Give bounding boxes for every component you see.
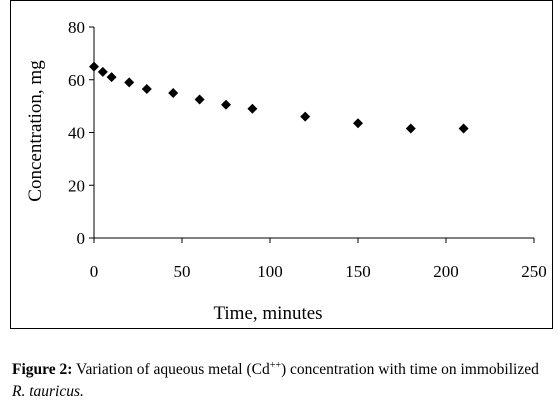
ticks	[89, 26, 535, 243]
data-point	[405, 123, 416, 134]
scatter-plot: 0 20 40 60 80 0 50 100 150 200 250 Time, minutes C…	[25, 18, 547, 324]
y-axis-label: Concentration, mg	[25, 60, 46, 202]
x-tick-label: 100	[257, 262, 283, 281]
data-point	[247, 103, 258, 114]
caption-species: R. tauricus.	[12, 383, 84, 400]
axes	[93, 27, 534, 239]
figure-caption: Figure 2: Variation of aqueous metal (Cd…	[12, 359, 552, 403]
data-points	[89, 61, 469, 134]
x-tick-label: 0	[90, 262, 99, 281]
y-tick-label: 40	[68, 124, 85, 143]
data-point	[141, 83, 152, 94]
x-axis-label: Time, minutes	[213, 303, 322, 324]
data-point	[89, 61, 99, 72]
data-point	[97, 66, 108, 77]
y-tick-label: 80	[68, 18, 85, 37]
chart-frame: 0 20 40 60 80 0 50 100 150 200 250 Time, minutes C…	[10, 0, 553, 329]
data-point	[221, 99, 231, 110]
caption-text-before: Variation of aqueous metal (Cd	[72, 361, 270, 378]
data-point	[168, 87, 179, 98]
data-point	[300, 111, 311, 122]
y-tick-label: 0	[77, 229, 86, 248]
caption-superscript: ++	[269, 359, 281, 371]
data-point	[124, 77, 135, 88]
caption-label: Figure 2:	[12, 361, 73, 378]
x-tick-label: 50	[174, 262, 191, 281]
x-tick-label: 250	[521, 262, 547, 281]
data-point	[194, 94, 205, 105]
y-tick-label: 20	[68, 176, 85, 195]
x-tick-label: 150	[345, 262, 371, 281]
caption-text-after: ) concentration with time on immobilized	[281, 361, 539, 378]
x-tick-label: 200	[433, 262, 459, 281]
data-point	[106, 72, 117, 83]
tick-labels: 0 20 40 60 80 0 50 100 150 200 250	[68, 18, 547, 281]
data-point	[353, 118, 363, 129]
y-tick-label: 60	[68, 71, 85, 90]
data-point	[458, 123, 469, 134]
